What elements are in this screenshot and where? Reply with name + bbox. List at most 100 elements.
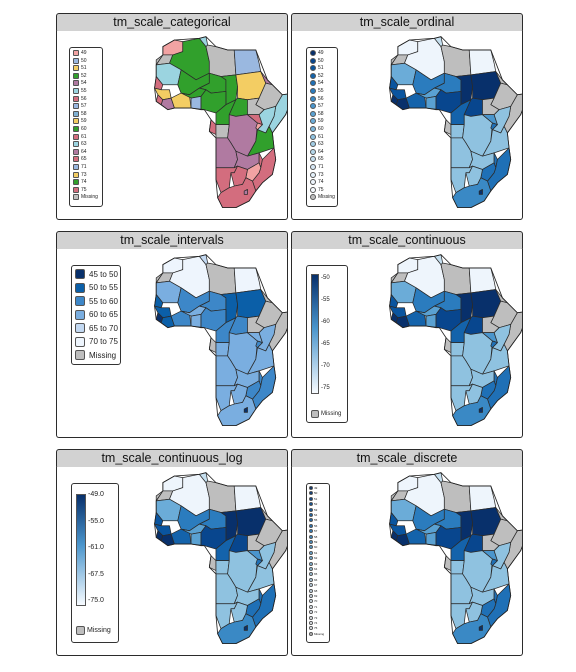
legend-swatch [310, 186, 316, 193]
legend-entry: 59 [309, 540, 317, 544]
legend-tick-label: -55 [321, 297, 330, 303]
country-ivory-coast [170, 92, 192, 109]
panel-tm-scale-discrete: tm_scale_discrete 49 50 51 52 53 54 55 56 57 58 59… [291, 449, 523, 657]
legend-label: Missing [89, 350, 117, 360]
legend-label: 73 [81, 171, 87, 178]
panel-title: tm_scale_continuous_log [101, 451, 243, 465]
legend-entry: 65 [310, 156, 324, 163]
country-lesotho [478, 407, 483, 413]
coastline [389, 254, 522, 427]
legend-label: 51 [318, 65, 324, 72]
legend-swatch [75, 323, 85, 333]
legend-entry: 60 [73, 126, 87, 132]
legend-entry: 74 [73, 179, 87, 186]
legend-label: 65 to 70 [89, 323, 118, 333]
legend-label: 71 [81, 164, 87, 170]
legend-swatch [310, 126, 316, 132]
legend-label: 61 [318, 133, 324, 140]
country-ghana [190, 96, 202, 111]
legend-swatch [309, 583, 313, 588]
legend-swatch [73, 110, 79, 117]
legend-label: 75 [314, 626, 318, 631]
country-ivory-coast [405, 92, 427, 109]
legend-entry: 51 [309, 496, 317, 501]
country-egypt [468, 49, 497, 76]
legend-entry: 61 [309, 550, 317, 555]
legend-entry: 49 [309, 486, 317, 490]
legend-entry: Missing [311, 410, 341, 418]
legend-label: 73 [314, 615, 318, 620]
legend-entry: 75 [309, 626, 318, 631]
legend-swatch [309, 594, 313, 598]
legend-entry: 60 [310, 126, 324, 132]
legend-label: 53 [314, 507, 318, 512]
country-congo [215, 124, 230, 139]
legend-entry: 50 [310, 57, 324, 64]
legend-entry: 58 [73, 110, 87, 117]
legend-entry: 61 [73, 133, 87, 140]
africa-map [154, 254, 287, 427]
legend-swatch [75, 336, 85, 347]
legend-swatch [310, 133, 316, 140]
legend-label: 70 to 75 [89, 337, 118, 346]
legend-swatch [73, 133, 79, 140]
legend-swatch [75, 282, 85, 293]
legend-entry: Missing [310, 194, 335, 201]
coastline [154, 254, 287, 427]
legend-label: 65 [81, 156, 87, 163]
africa-countries [154, 36, 287, 209]
legend-label: 50 [318, 57, 324, 64]
legend-label: 56 [314, 523, 318, 528]
legend-swatch [73, 95, 79, 102]
country-congo [215, 342, 230, 357]
legend-swatch [309, 534, 313, 539]
legend-label: 66 [314, 577, 318, 582]
legend-entry: 65 [73, 156, 87, 163]
legend-label: 72 [314, 610, 318, 615]
legend-entry: 55 [73, 88, 87, 94]
legend-swatch [310, 65, 316, 72]
legend-swatch [73, 126, 79, 132]
legend-label: 64 [81, 148, 87, 155]
legend-tick-label: -49.0 [88, 491, 104, 498]
country-ivory-coast [405, 528, 427, 545]
legend-label: 55 [314, 518, 318, 523]
legend-entry: 52 [309, 502, 317, 507]
country-rwanda [255, 558, 263, 566]
legend-label: 58 [318, 110, 324, 117]
legend-label: 45 to 50 [89, 269, 118, 279]
legend-entry: 49 [73, 50, 87, 56]
legend-entry: 71 [309, 604, 317, 609]
legend-label: 60 [81, 126, 87, 132]
legend-label: 52 [318, 72, 324, 79]
country-lesotho [243, 189, 248, 195]
legend-entry: 58 [309, 534, 317, 539]
legend-swatch [73, 118, 79, 125]
country-ghana [425, 532, 437, 547]
legend-swatch [73, 72, 79, 79]
legend-label: 65 [318, 156, 324, 163]
legend-entry: 51 [310, 65, 324, 72]
country-ghana [190, 532, 202, 547]
country-rwanda [490, 340, 498, 348]
legend-entry: 75 [73, 186, 87, 193]
legend-label: 75 [318, 186, 324, 193]
coastline [154, 36, 287, 209]
legend-label: Missing [87, 627, 111, 634]
panel-title: tm_scale_discrete [356, 451, 458, 465]
legend-swatch [309, 621, 313, 625]
map-frame: 49 50 51 52 54 55 56 57 58 59 60 61 63 64 65 71 73 74 75 Mi… [56, 31, 288, 220]
legend-entry: 66 [309, 577, 318, 582]
country-congo [450, 560, 465, 575]
legend-swatch [73, 50, 79, 56]
legend-swatch [73, 103, 79, 110]
legend-entry: 71 [73, 164, 87, 170]
country-lesotho [243, 625, 248, 631]
legend-label: 59 [318, 118, 324, 125]
legend-label: 71 [318, 164, 324, 170]
legend-swatch [310, 148, 316, 155]
legend-swatch [310, 80, 316, 87]
country-lesotho [478, 189, 483, 195]
legend-entry: 71 [310, 164, 324, 170]
africa-countries [154, 254, 287, 427]
